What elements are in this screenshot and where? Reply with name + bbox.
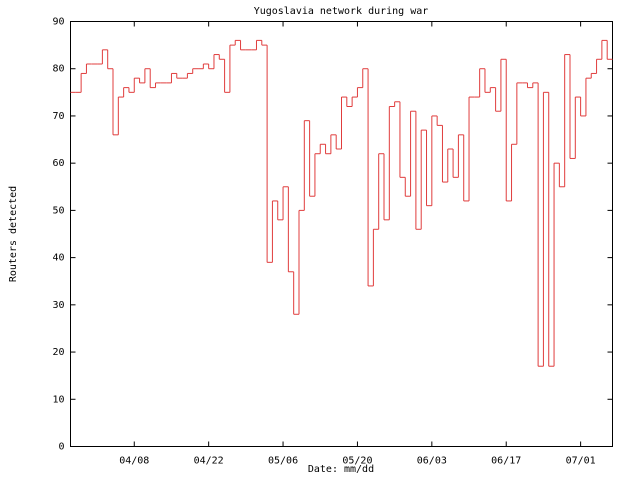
- y-tick-label: 50: [52, 205, 64, 216]
- y-tick-label: 80: [52, 64, 64, 75]
- x-tick-label: 07/01: [566, 456, 596, 467]
- x-tick-label: 05/06: [268, 456, 298, 467]
- chart-title: Yugoslavia network during war: [254, 6, 429, 17]
- y-tick-label: 40: [52, 253, 64, 264]
- x-tick-label: 05/20: [342, 456, 372, 467]
- y-tick-label: 10: [52, 394, 64, 405]
- x-tick-label: 06/17: [491, 456, 521, 467]
- x-tick-label: 04/08: [119, 456, 149, 467]
- y-tick-label: 60: [52, 158, 64, 169]
- x-axis-title: Date: mm/dd: [308, 464, 374, 475]
- y-axis-title: Routers detected: [8, 186, 19, 282]
- y-tick-label: 20: [52, 347, 64, 358]
- y-tick-label: 0: [58, 442, 64, 453]
- x-tick-label: 06/03: [417, 456, 447, 467]
- x-tick-label: 04/22: [194, 456, 224, 467]
- plot-frame: [70, 21, 613, 447]
- y-tick-label: 70: [52, 111, 64, 122]
- y-tick-label: 30: [52, 300, 64, 311]
- y-tick-label: 90: [52, 17, 64, 28]
